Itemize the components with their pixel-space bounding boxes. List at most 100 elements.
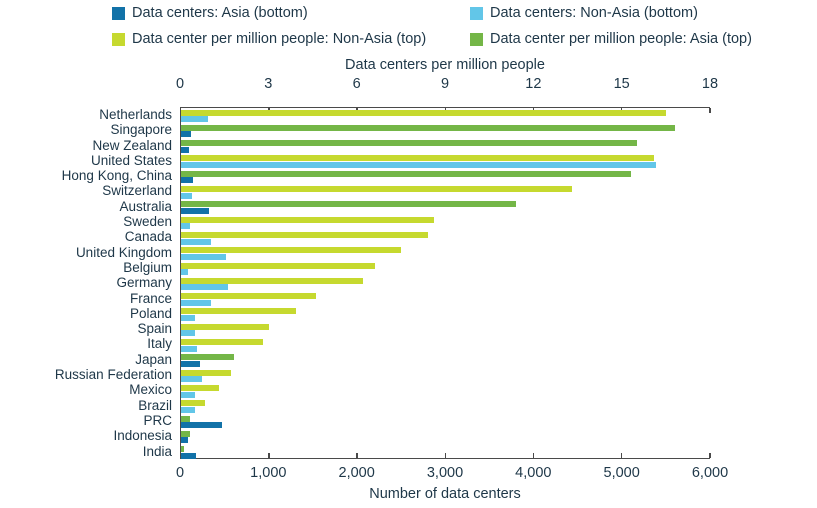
country-label: Italy <box>147 336 172 352</box>
country-label: Spain <box>137 321 172 337</box>
chart-row <box>181 184 710 199</box>
bottom-axis-tick-mark <box>356 453 358 458</box>
bar-data-center-count-asia <box>181 422 222 429</box>
legend-item-non_asia_count: Data centers: Non-Asia (bottom) <box>470 5 772 21</box>
bar-per-million-non_asia <box>181 277 364 284</box>
bar-data-center-count-non_asia <box>181 391 196 398</box>
chart-row <box>181 230 710 245</box>
tick-label: 18 <box>701 76 719 92</box>
tick-label: 3,000 <box>426 465 464 481</box>
tick-label: 9 <box>440 76 450 92</box>
bar-data-center-count-non_asia <box>181 330 196 337</box>
bar-per-million-non_asia <box>181 293 317 300</box>
tick-label: 0 <box>175 465 185 481</box>
tick-label: 4,000 <box>515 465 552 481</box>
tick-label: 1,000 <box>250 465 287 481</box>
bar-data-center-count-asia <box>181 360 201 367</box>
bottom-axis-tick-mark <box>268 453 270 458</box>
chart-row <box>181 169 710 184</box>
chart-row <box>181 139 710 154</box>
bar-data-center-count-asia <box>181 452 196 459</box>
country-label: Germany <box>116 275 172 291</box>
country-label: Singapore <box>110 122 172 138</box>
chart-row <box>181 108 710 123</box>
bar-data-center-count-asia <box>181 207 209 214</box>
chart-row <box>181 414 710 429</box>
country-label: Sweden <box>123 214 172 230</box>
legend-swatch-asia_count-icon <box>112 6 125 20</box>
bar-per-million-asia <box>181 446 184 453</box>
bar-per-million-non_asia <box>181 323 270 330</box>
chart-row <box>181 154 710 169</box>
bar-data-center-count-non_asia <box>181 238 211 245</box>
bottom-axis-title: Number of data centers <box>369 486 521 502</box>
bar-per-million-asia <box>181 124 675 131</box>
chart-row <box>181 261 710 276</box>
legend-swatch-non_asia_count-icon <box>470 6 483 20</box>
legend-swatch-non_asia_per_million-icon <box>112 32 125 46</box>
bar-data-center-count-non_asia <box>181 345 198 352</box>
chart-row <box>181 200 710 215</box>
bar-data-center-count-non_asia <box>181 116 208 123</box>
bar-per-million-non_asia <box>181 308 296 315</box>
bar-data-center-count-asia <box>181 146 190 153</box>
chart-row <box>181 322 710 337</box>
bar-per-million-non_asia <box>181 247 402 254</box>
bar-data-center-count-non_asia <box>181 299 211 306</box>
bar-per-million-non_asia <box>181 339 264 346</box>
bar-per-million-non_asia <box>181 369 231 376</box>
bar-data-center-count-non_asia <box>181 376 203 383</box>
bar-data-center-count-asia <box>181 131 191 138</box>
bar-per-million-non_asia <box>181 216 434 223</box>
legend-label: Data center per million people: Non-Asia… <box>132 31 427 47</box>
legend-item-non_asia_per_million: Data center per million people: Non-Asia… <box>112 31 470 47</box>
country-label: United States <box>90 152 172 168</box>
bar-per-million-asia <box>181 170 631 177</box>
bar-data-center-count-non_asia <box>181 162 657 169</box>
chart-row <box>181 429 710 444</box>
country-label-column: Netherlands Singapore New Zealand United St… <box>0 107 172 459</box>
tick-label: 5,000 <box>603 465 640 481</box>
bar-data-center-count-asia <box>181 177 194 184</box>
country-label: New Zealand <box>92 137 172 153</box>
country-label: Russian Federation <box>54 367 172 383</box>
tick-label: 2,000 <box>338 465 375 481</box>
chart-row <box>181 368 710 383</box>
bar-data-center-count-non_asia <box>181 315 196 322</box>
bar-data-center-count-non_asia <box>181 269 189 276</box>
chart-row <box>181 383 710 398</box>
country-label: Switzerland <box>102 183 172 199</box>
legend-swatch-asia_per_million-icon <box>470 32 483 46</box>
bar-data-center-count-non_asia <box>181 284 228 291</box>
bar-per-million-non_asia <box>181 400 205 407</box>
bar-per-million-asia <box>181 415 190 422</box>
bar-per-million-non_asia <box>181 231 428 238</box>
country-label: Australia <box>119 198 172 214</box>
bar-per-million-non_asia <box>181 384 220 391</box>
country-label: Belgium <box>123 259 172 275</box>
country-label: Hong Kong, China <box>61 168 172 184</box>
chart-legend: Data centers: Asia (bottom) Data centers:… <box>112 5 772 47</box>
country-label: PRC <box>143 412 172 428</box>
legend-item-asia_per_million: Data center per million people: Asia (to… <box>470 31 772 47</box>
tick-label: 6 <box>352 76 361 92</box>
country-label: Netherlands <box>99 107 172 122</box>
chart-row <box>181 292 710 307</box>
chart-row <box>181 215 710 230</box>
bar-data-center-count-asia <box>181 437 189 444</box>
tick-label: 3 <box>264 76 273 92</box>
tick-label: 0 <box>175 76 185 92</box>
bar-per-million-non_asia <box>181 186 572 193</box>
country-label: India <box>142 443 172 459</box>
bar-data-center-count-non_asia <box>181 253 227 260</box>
chart-row <box>181 123 710 138</box>
bottom-axis-tick-mark <box>620 453 623 458</box>
chart-row <box>181 307 710 322</box>
chart-row <box>181 276 710 291</box>
bar-per-million-non_asia <box>181 109 666 116</box>
bar-per-million-asia <box>181 354 234 361</box>
chart-row <box>181 337 710 352</box>
legend-label: Data centers: Non-Asia (bottom) <box>490 5 698 21</box>
tick-label: 6,000 <box>691 465 729 481</box>
